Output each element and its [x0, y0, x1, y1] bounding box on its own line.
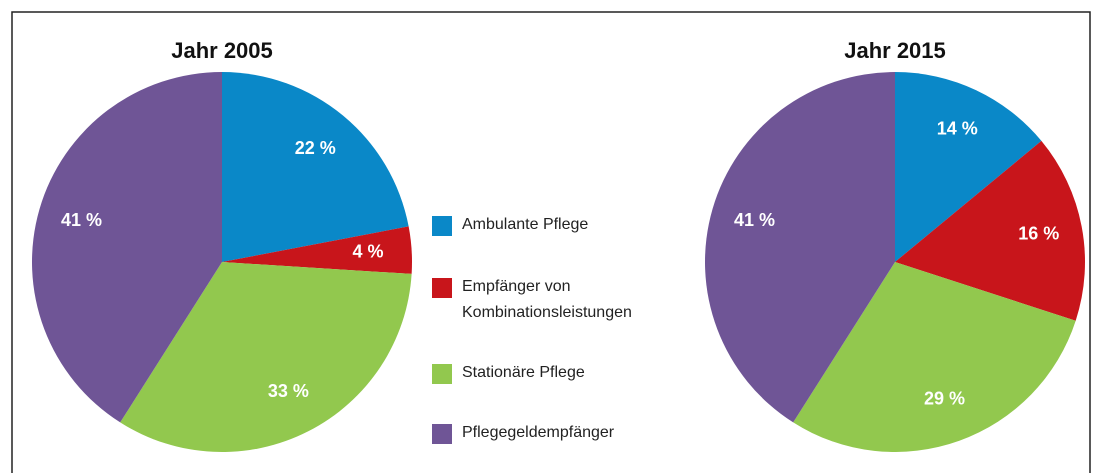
- value-label: 22 %: [295, 138, 336, 158]
- value-label: 14 %: [937, 118, 978, 138]
- pie-slice: [222, 72, 409, 262]
- value-label: 33 %: [268, 381, 309, 401]
- pie-slice: [895, 72, 1042, 262]
- legend-item: Pflegegeldempfänger: [432, 420, 672, 446]
- pie-title: Jahr 2015: [844, 38, 946, 63]
- legend-label: Stationäre Pflege: [462, 364, 585, 381]
- legend-swatch: [432, 216, 452, 236]
- legend-item: Ambulante Pflege: [432, 212, 672, 238]
- legend-label: Ambulante Pflege: [462, 216, 589, 233]
- pie-slice: [222, 226, 413, 274]
- value-label: 41 %: [61, 210, 102, 230]
- pie-slice: [31, 72, 222, 423]
- legend-swatch: [432, 424, 452, 444]
- legend-item: Empfänger von Kombinationsleistungen: [432, 274, 672, 326]
- legend-swatch: [432, 364, 452, 384]
- legend-item: Stationäre Pflege: [432, 360, 672, 386]
- pie-slice: [895, 140, 1085, 321]
- value-label: 16 %: [1018, 223, 1059, 243]
- frame: [11, 11, 1091, 473]
- pie-slice: [793, 262, 1076, 452]
- value-label: 29 %: [924, 388, 965, 408]
- value-label: 4 %: [352, 242, 383, 262]
- legend-label: Pflegegeldempfänger: [462, 424, 615, 441]
- pie-title: Jahr 2005: [171, 38, 273, 63]
- legend-label: Empfänger von Kombinationsleistungen: [462, 278, 632, 321]
- pie-slice: [705, 72, 895, 423]
- legend-swatch: [432, 278, 452, 298]
- value-label: 41 %: [734, 210, 775, 230]
- pie-slice: [120, 262, 412, 453]
